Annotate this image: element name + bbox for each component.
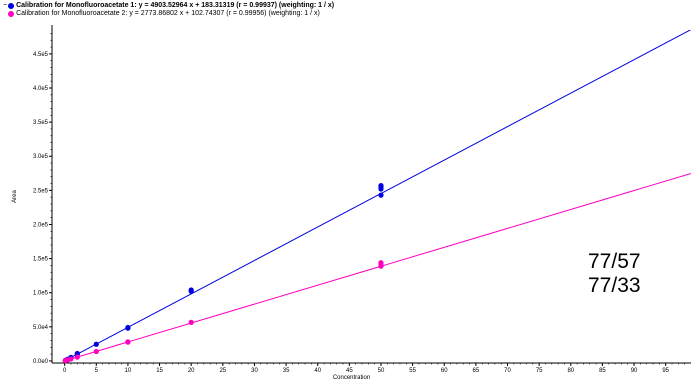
series-1-point xyxy=(378,192,384,198)
x-tick-label: 90 xyxy=(631,368,638,374)
x-tick-label: 60 xyxy=(441,368,448,374)
series-2-point xyxy=(93,348,99,355)
series-1-fit-line xyxy=(64,30,691,362)
series-2-marker-icon xyxy=(8,10,15,17)
x-tick-label: 50 xyxy=(378,368,385,374)
x-tick-label: 65 xyxy=(473,368,480,374)
x-tick-label: 10 xyxy=(125,368,132,374)
y-axis-label: Area xyxy=(12,190,18,203)
y-tick-label: 5.0e4 xyxy=(33,325,49,331)
y-tick-label: 1.0e5 xyxy=(33,291,49,297)
legend-entry-2: − Calibration for Monofluoroacetate 2: y… xyxy=(3,9,320,18)
x-tick-label: 85 xyxy=(599,368,606,374)
x-tick-label: 5 xyxy=(95,368,99,374)
series-1-point xyxy=(125,324,131,331)
y-tick-label: 2.0e5 xyxy=(33,222,49,228)
x-tick-label: 35 xyxy=(283,368,290,374)
x-tick-label: 70 xyxy=(504,368,511,374)
x-tick-label: 80 xyxy=(567,368,574,374)
y-tick-label: 2.5e5 xyxy=(33,188,49,194)
annotation-ion-1: 77/57 xyxy=(588,250,641,273)
series-2-point xyxy=(188,319,194,325)
x-tick-label: 95 xyxy=(662,368,669,374)
x-tick-label: 55 xyxy=(409,368,416,374)
series-1-marker-icon xyxy=(8,2,15,9)
series-2-point xyxy=(125,339,131,345)
series-1-point xyxy=(74,350,80,357)
legend-entry-2-text: Calibration for Monofluoroacetate 2: y =… xyxy=(16,10,320,17)
legend-entry-1: − Calibration for Monofluoroacetate 1: y… xyxy=(3,1,334,10)
series-2-point xyxy=(68,356,74,362)
x-axis-label: Concentration xyxy=(333,375,370,381)
x-tick-label: 45 xyxy=(346,368,353,374)
annotation-ion-2: 77/33 xyxy=(588,274,641,297)
series-1-point xyxy=(378,182,384,189)
x-tick-label: 15 xyxy=(156,368,163,374)
x-tick-label: 75 xyxy=(536,368,543,374)
x-tick-label: 0 xyxy=(63,368,67,374)
x-tick-label: 40 xyxy=(314,368,321,374)
collapse-icon[interactable]: − xyxy=(3,2,8,9)
x-tick-label: 30 xyxy=(251,368,258,374)
y-tick-label: 3.5e5 xyxy=(33,120,49,126)
y-tick-label: 1.5e5 xyxy=(33,257,49,263)
series-2-point xyxy=(74,354,80,360)
y-tick-label: 0.0e0 xyxy=(33,359,49,365)
y-tick-label: 4.5e5 xyxy=(33,52,49,58)
series-1-point xyxy=(188,287,194,293)
y-tick-label: 3.0e5 xyxy=(33,154,49,160)
legend-entry-1-text: Calibration for Monofluoroacetate 1: y =… xyxy=(16,2,335,9)
x-tick-label: 20 xyxy=(188,368,195,374)
y-tick-label: 4.0e5 xyxy=(33,86,49,92)
series-1-point xyxy=(93,341,99,347)
series-2-fit-line xyxy=(64,173,691,362)
x-tick-label: 25 xyxy=(219,368,226,374)
series-2-point xyxy=(378,260,384,266)
